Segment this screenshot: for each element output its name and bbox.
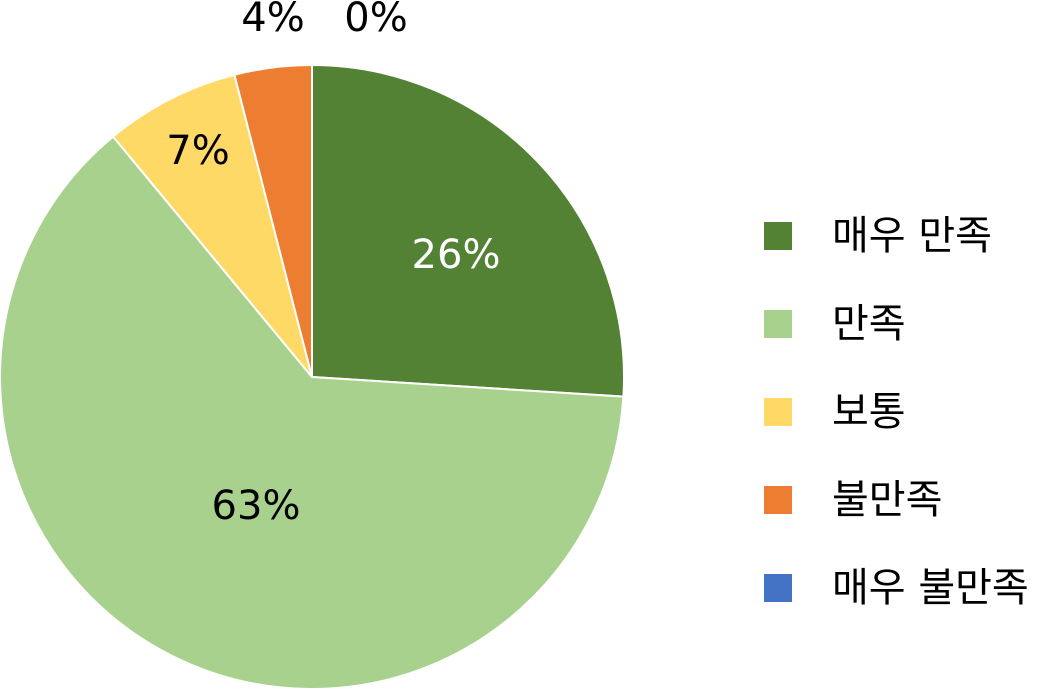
legend-swatch-dissatisfied <box>764 486 792 514</box>
pie-slice-satisfied <box>0 135 625 691</box>
data-label-very-dissatisfied: 0% <box>344 0 407 41</box>
legend-label-satisfied: 만족 <box>832 301 906 347</box>
legend-label-dissatisfied: 불만족 <box>832 477 943 523</box>
data-label-dissatisfied: 4% <box>241 0 304 41</box>
legend-label-very-dissatisfied: 매우 불만족 <box>832 565 1029 611</box>
legend-label-neutral: 보통 <box>832 389 906 435</box>
legend-swatch-satisfied <box>764 310 792 338</box>
legend-item-neutral: 보통 <box>764 368 1029 456</box>
legend-item-satisfied: 만족 <box>764 280 1029 368</box>
legend-item-dissatisfied: 불만족 <box>764 456 1029 544</box>
data-label-very-satisfied: 26% <box>412 232 501 278</box>
legend-swatch-very-satisfied <box>764 222 792 250</box>
data-label-neutral: 7% <box>166 128 229 174</box>
legend-item-very-dissatisfied: 매우 불만족 <box>764 544 1029 632</box>
legend-label-very-satisfied: 매우 만족 <box>832 213 992 259</box>
data-label-satisfied: 63% <box>212 483 301 529</box>
pie-slice-very-satisfied <box>311 63 625 398</box>
pie-slice-neutral <box>111 73 313 378</box>
legend-swatch-neutral <box>764 398 792 426</box>
legend-item-very-satisfied: 매우 만족 <box>764 192 1029 280</box>
pie-slice-dissatisfied <box>233 63 313 378</box>
legend-swatch-very-dissatisfied <box>764 574 792 602</box>
